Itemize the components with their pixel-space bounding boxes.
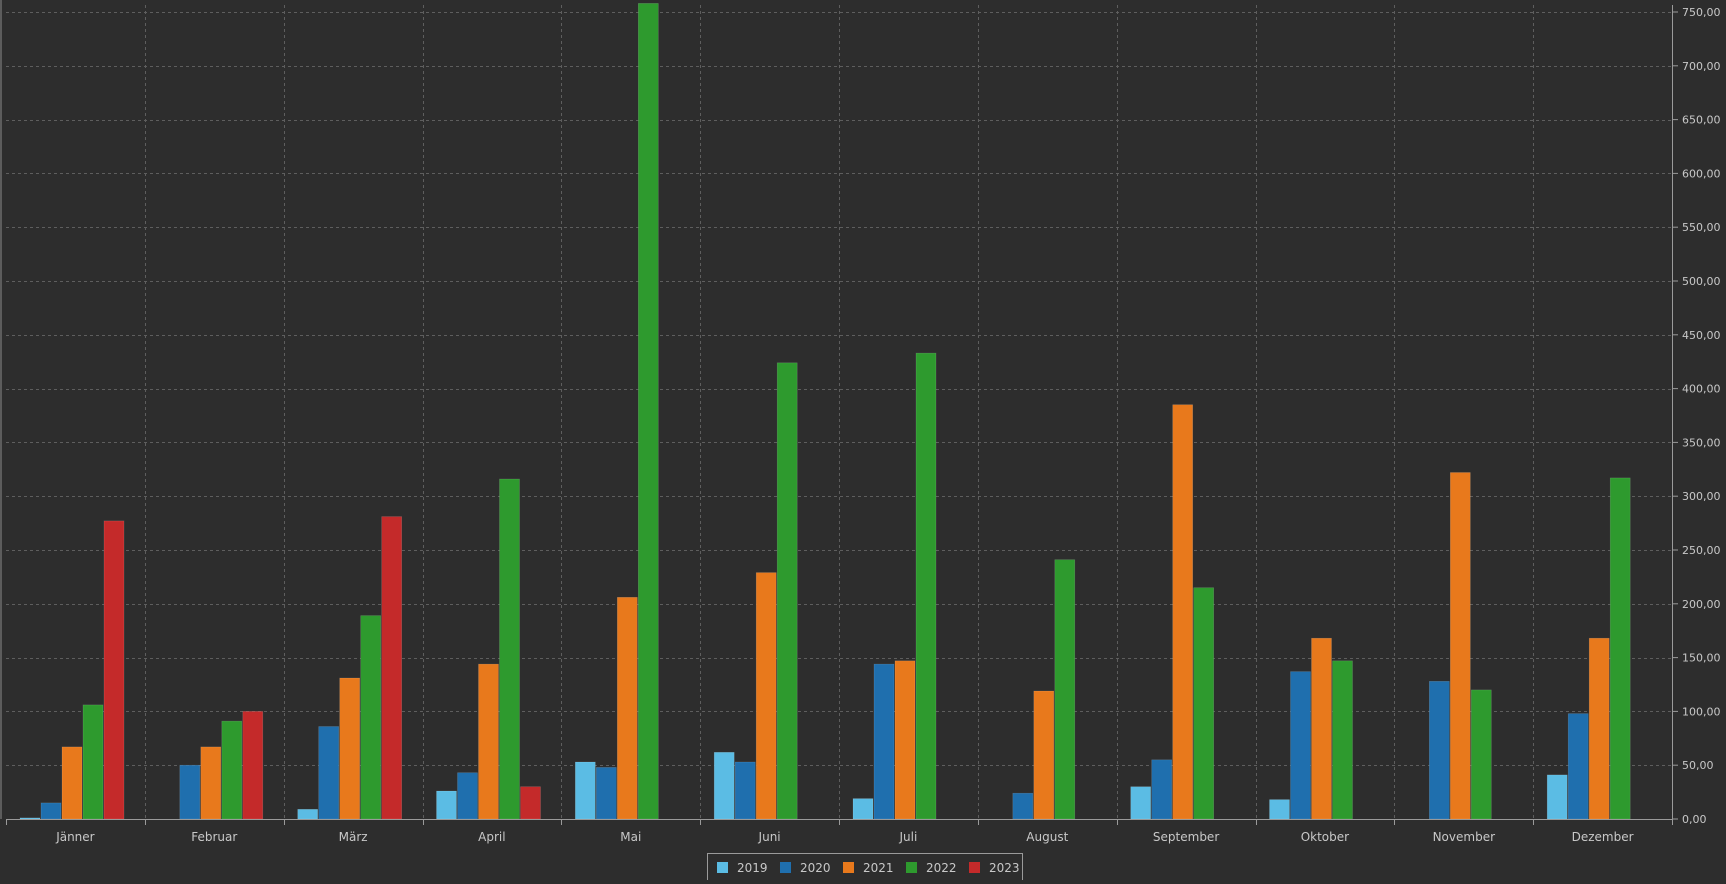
bar-2019-4 xyxy=(574,761,596,820)
x-tick-label: Mai xyxy=(620,830,641,844)
bar-2020-8 xyxy=(1151,759,1172,820)
bar-2021-2 xyxy=(339,677,361,820)
bar-2019-5 xyxy=(713,751,735,820)
bar-2021-0 xyxy=(61,746,83,820)
bar-2023-1 xyxy=(242,711,264,820)
x-tick-label: Oktober xyxy=(1301,830,1349,844)
bars-layer xyxy=(19,3,1631,820)
legend-label: 2020 xyxy=(800,861,831,875)
y-tick-label: 400,00 xyxy=(1682,383,1721,396)
bar-2021-1 xyxy=(200,746,222,820)
legend-label: 2023 xyxy=(989,861,1020,875)
bar-2022-5 xyxy=(776,362,798,820)
bar-2021-6 xyxy=(894,660,916,820)
x-tick-label: November xyxy=(1433,830,1495,844)
bar-2020-5 xyxy=(734,761,756,820)
bar-2022-10 xyxy=(1471,689,1492,820)
bar-2019-0 xyxy=(19,817,41,820)
bar-2021-10 xyxy=(1450,472,1471,820)
legend-swatch xyxy=(906,862,917,873)
bar-2019-2 xyxy=(297,808,319,820)
bar-2021-4 xyxy=(616,596,638,820)
bar-2022-9 xyxy=(1332,660,1353,820)
x-tick-label: Juni xyxy=(758,830,781,844)
y-tick-label: 500,00 xyxy=(1682,275,1721,288)
y-tick-label: 350,00 xyxy=(1682,436,1721,449)
legend-swatch xyxy=(843,862,854,873)
bar-2022-0 xyxy=(82,704,104,820)
x-tick-label: März xyxy=(339,830,368,844)
bar-2019-9 xyxy=(1269,799,1290,820)
x-tick-label: Februar xyxy=(191,830,237,844)
legend-swatch xyxy=(717,862,728,873)
legend-swatch xyxy=(969,862,980,873)
bar-2022-8 xyxy=(1193,587,1214,820)
y-tick-label: 750,00 xyxy=(1682,6,1721,19)
grid-layer xyxy=(0,0,1672,819)
y-tick-label: 50,00 xyxy=(1682,759,1714,772)
legend-label: 2019 xyxy=(737,861,768,875)
legend-label: 2022 xyxy=(926,861,957,875)
axes-layer: Jänner Februar März April Mai Juni Juli August S… xyxy=(6,5,1721,844)
y-tick-label: 450,00 xyxy=(1682,329,1721,342)
bar-2020-3 xyxy=(457,772,478,820)
bar-2022-3 xyxy=(499,478,520,820)
y-tick-label: 550,00 xyxy=(1682,221,1721,234)
bar-2021-3 xyxy=(478,663,499,820)
x-tick-label: Jänner xyxy=(55,830,94,844)
x-tick-label: August xyxy=(1026,830,1068,844)
legend-swatch xyxy=(780,862,791,873)
legend-item-2019[interactable]: 2019 xyxy=(717,861,768,875)
bar-2020-10 xyxy=(1429,680,1450,820)
x-tick-label: April xyxy=(478,830,505,844)
bar-2020-4 xyxy=(595,767,617,820)
bar-2020-1 xyxy=(179,764,201,820)
y-tick-label: 200,00 xyxy=(1682,598,1721,611)
bar-2019-11 xyxy=(1546,774,1568,820)
bar-2020-6 xyxy=(873,663,895,820)
bar-2020-9 xyxy=(1290,671,1311,820)
bar-2021-8 xyxy=(1172,404,1193,820)
y-tick-label: 0,00 xyxy=(1682,813,1707,826)
bar-2021-5 xyxy=(755,572,777,820)
bar-2023-0 xyxy=(103,520,125,820)
bar-2022-2 xyxy=(360,615,382,820)
bar-2022-6 xyxy=(915,352,937,820)
bar-2021-11 xyxy=(1588,637,1610,820)
y-tick-label: 150,00 xyxy=(1682,652,1721,665)
legend-label: 2021 xyxy=(863,861,894,875)
y-tick-label: 250,00 xyxy=(1682,544,1721,557)
bar-2020-0 xyxy=(40,802,62,820)
bar-2022-1 xyxy=(221,720,243,820)
bar-2022-4 xyxy=(637,3,659,820)
bar-2019-6 xyxy=(852,798,874,820)
legend-item-2020[interactable]: 2020 xyxy=(780,861,831,875)
bar-2023-2 xyxy=(381,516,403,820)
bar-2019-8 xyxy=(1130,786,1151,820)
x-tick-label: September xyxy=(1153,830,1219,844)
bar-2019-3 xyxy=(436,790,457,820)
legend-item-2023[interactable]: 2023 xyxy=(969,861,1020,875)
legend-item-2022[interactable]: 2022 xyxy=(906,861,957,875)
legend[interactable]: 2019 2020 2021 2022 2023 xyxy=(707,853,1023,881)
bar-2020-11 xyxy=(1567,713,1589,820)
x-tick-label: Juli xyxy=(898,830,917,844)
y-tick-label: 700,00 xyxy=(1682,60,1721,73)
bar-2020-2 xyxy=(318,726,340,820)
y-tick-label: 100,00 xyxy=(1682,705,1721,718)
bar-2022-7 xyxy=(1054,559,1076,820)
x-tick-label: Dezember xyxy=(1572,830,1634,844)
bar-2020-7 xyxy=(1012,792,1034,820)
legend-item-2021[interactable]: 2021 xyxy=(843,861,894,875)
bar-2021-9 xyxy=(1311,637,1332,820)
bar-2023-3 xyxy=(520,786,541,820)
y-tick-label: 650,00 xyxy=(1682,114,1721,127)
y-tick-label: 600,00 xyxy=(1682,167,1721,180)
y-tick-label: 300,00 xyxy=(1682,490,1721,503)
bar-2021-7 xyxy=(1033,690,1055,820)
bar-2022-11 xyxy=(1609,477,1631,820)
